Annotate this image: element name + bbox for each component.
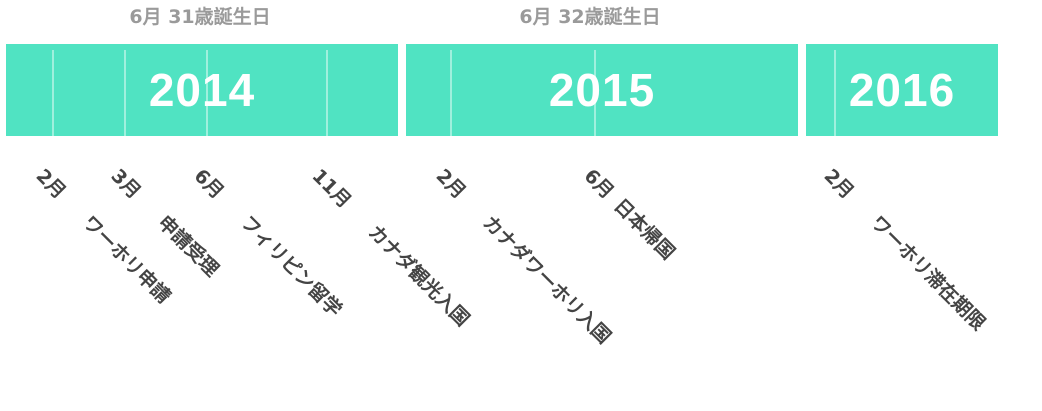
event-2015-jun: 6月日本帰国 bbox=[579, 162, 682, 265]
event-month: 2月 bbox=[31, 164, 70, 204]
tick-feb-2016 bbox=[834, 50, 836, 136]
event-month: 11月 bbox=[307, 164, 356, 213]
year-label-2014: 2014 bbox=[148, 64, 256, 116]
tick-nov-2014 bbox=[326, 50, 328, 136]
event-month: 2月 bbox=[431, 164, 470, 204]
event-text: カナダ観光入国 bbox=[363, 221, 474, 331]
year-block-2016: 2016 bbox=[806, 44, 998, 136]
year-block-2014: 2014 bbox=[6, 44, 398, 136]
tick-mar-2014 bbox=[124, 50, 126, 136]
event-text: ワーホリ滞在期限 bbox=[866, 211, 990, 335]
tick-jun-2015 bbox=[594, 50, 596, 136]
year-label-2016: 2016 bbox=[848, 64, 956, 116]
event-month: 6月 bbox=[189, 164, 228, 204]
year-block-2015: 2015 bbox=[406, 44, 798, 136]
event-month: 3月 bbox=[106, 164, 145, 204]
birthday-label-2015: 6月 32歳誕生日 bbox=[519, 6, 661, 28]
year-label-2015: 2015 bbox=[548, 64, 656, 116]
event-text: カナダワーホリ入国 bbox=[478, 211, 615, 349]
event-text: 申請受理 bbox=[153, 211, 223, 281]
birthday-label-2014: 6月 31歳誕生日 bbox=[129, 6, 271, 28]
tick-jun-2014 bbox=[206, 50, 208, 136]
tick-feb-2014 bbox=[52, 50, 54, 136]
event-month: 6月 bbox=[579, 164, 618, 204]
event-month: 2月 bbox=[819, 164, 858, 204]
event-2016-feb: 2月ワーホリ滞在期限 bbox=[819, 162, 992, 335]
event-text: フィリピン留学 bbox=[236, 211, 346, 321]
event-text: 日本帰国 bbox=[609, 194, 679, 265]
tick-feb-2015 bbox=[450, 50, 452, 136]
event-2014-feb: 2月ワーホリ申請 bbox=[31, 162, 178, 309]
